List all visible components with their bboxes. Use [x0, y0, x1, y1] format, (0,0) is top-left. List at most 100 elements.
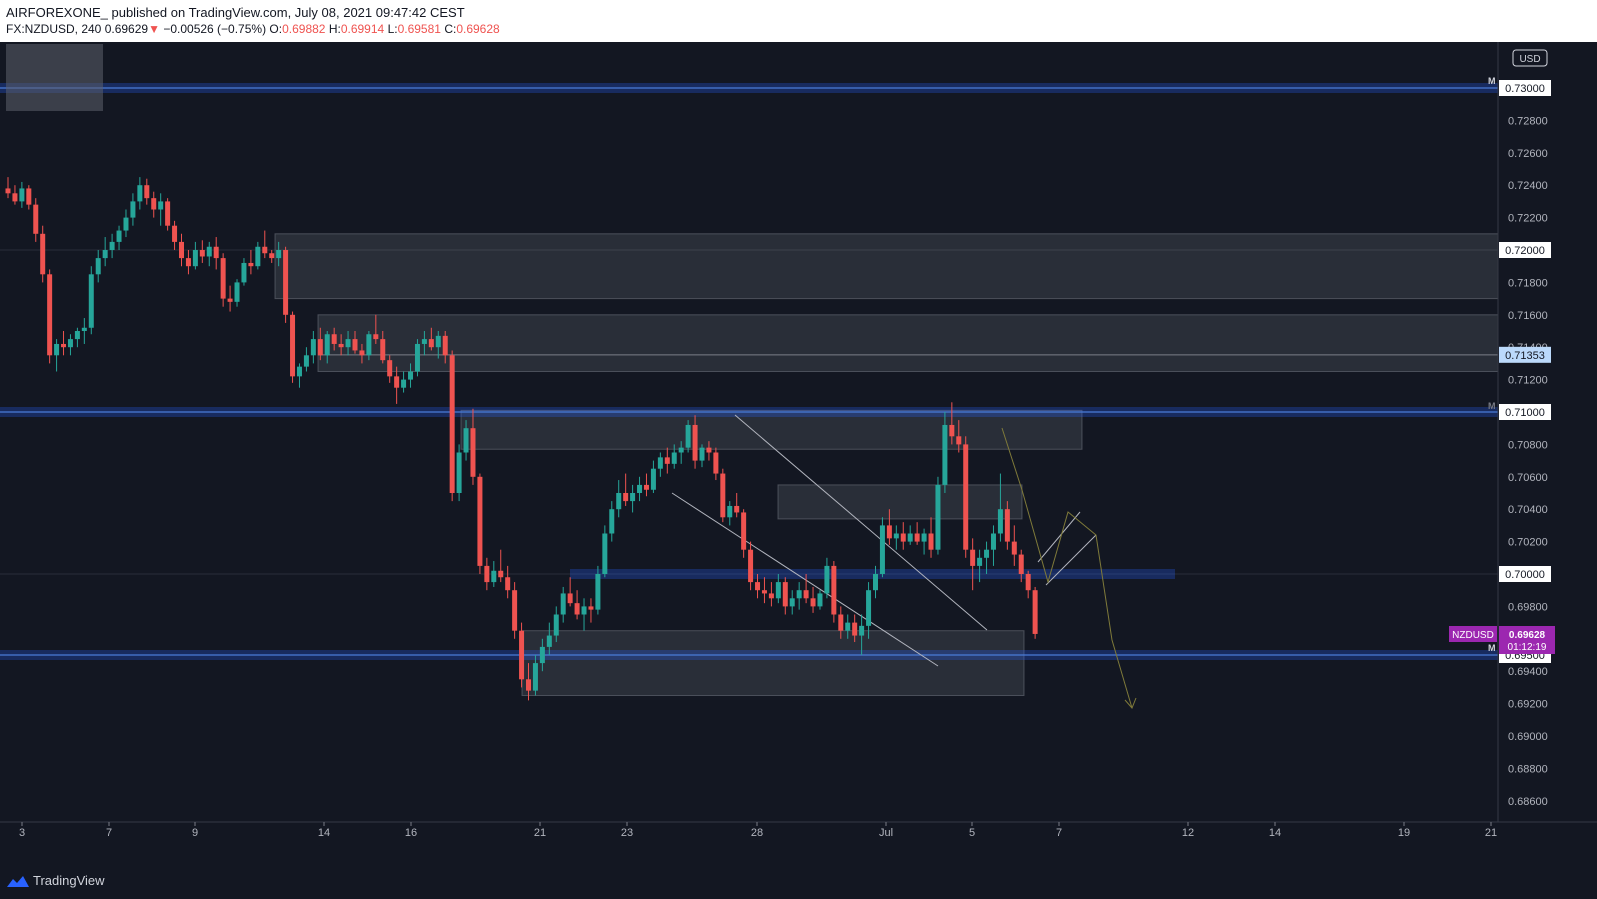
candle[interactable]	[588, 598, 594, 623]
candle[interactable]	[581, 598, 587, 631]
candle[interactable]	[956, 420, 962, 453]
candle[interactable]	[442, 331, 448, 364]
candle[interactable]	[158, 193, 164, 226]
candle[interactable]	[151, 191, 157, 218]
candle[interactable]	[768, 582, 774, 607]
price-label-box[interactable]	[1499, 566, 1551, 582]
candle[interactable]	[262, 230, 268, 259]
candle[interactable]	[977, 549, 983, 583]
zone-box[interactable]	[777, 484, 1023, 520]
candle[interactable]	[866, 582, 872, 639]
candle[interactable]	[47, 269, 53, 364]
candle[interactable]	[637, 476, 643, 502]
chart-area[interactable]: 0.73000 0.72800 0.72600 0.72400 0.72200 0.720…	[0, 42, 1597, 862]
candle[interactable]	[463, 420, 469, 461]
candle[interactable]	[616, 480, 622, 518]
candle[interactable]	[373, 314, 379, 344]
candle[interactable]	[900, 522, 906, 550]
candle[interactable]	[775, 574, 781, 604]
flag-line-lower[interactable]	[1045, 534, 1097, 586]
candle[interactable]	[116, 225, 122, 250]
candle[interactable]	[33, 198, 39, 242]
candle[interactable]	[609, 501, 615, 542]
candle[interactable]	[532, 655, 538, 696]
candle[interactable]	[796, 582, 802, 610]
candle[interactable]	[220, 253, 226, 307]
candle[interactable]	[498, 549, 504, 583]
candle[interactable]	[199, 240, 205, 263]
candle[interactable]	[949, 402, 955, 445]
candle[interactable]	[61, 331, 67, 356]
candle[interactable]	[477, 473, 483, 574]
candle[interactable]	[914, 522, 920, 545]
candle[interactable]	[574, 590, 580, 620]
candle[interactable]	[678, 441, 684, 464]
candle[interactable]	[435, 331, 441, 359]
symbol-interval[interactable]: FX:NZDUSD, 240	[6, 22, 102, 36]
candle[interactable]	[963, 436, 969, 558]
candle[interactable]	[526, 663, 531, 701]
candle[interactable]	[553, 606, 559, 643]
author-name[interactable]: AIRFOREXONE_	[6, 5, 108, 20]
candle[interactable]	[484, 557, 490, 591]
candle[interactable]	[290, 311, 296, 383]
candle[interactable]	[512, 582, 518, 639]
candle[interactable]	[276, 241, 282, 267]
candle[interactable]	[408, 363, 414, 388]
candle[interactable]	[380, 331, 386, 364]
candle[interactable]	[845, 614, 851, 639]
candle[interactable]	[650, 460, 656, 493]
candle[interactable]	[1025, 570, 1031, 599]
candle[interactable]	[623, 473, 629, 506]
candle[interactable]	[227, 285, 233, 312]
candle[interactable]	[859, 614, 865, 656]
candle[interactable]	[748, 541, 754, 591]
zone-box[interactable]	[521, 630, 1025, 697]
candle[interactable]	[303, 347, 309, 372]
candle[interactable]	[997, 473, 1003, 542]
candle[interactable]	[123, 209, 129, 238]
candle[interactable]	[352, 331, 358, 354]
currency-badge[interactable]	[1512, 49, 1548, 67]
candle[interactable]	[26, 185, 32, 210]
candle[interactable]	[539, 638, 545, 672]
candle[interactable]	[595, 565, 601, 615]
brand-name[interactable]: TradingView	[33, 873, 105, 888]
candle[interactable]	[345, 331, 351, 356]
sr-band[interactable]	[570, 569, 1175, 579]
candle[interactable]	[109, 233, 115, 259]
candle[interactable]	[185, 250, 191, 275]
candle[interactable]	[255, 241, 261, 270]
candle[interactable]	[213, 237, 219, 270]
price-chart[interactable]: 0.73000 0.72800 0.72600 0.72400 0.72200 0.720…	[0, 42, 1597, 862]
candle[interactable]	[886, 509, 892, 545]
candle[interactable]	[81, 318, 87, 344]
candle[interactable]	[720, 468, 726, 523]
candle[interactable]	[54, 339, 60, 372]
candle[interactable]	[456, 444, 462, 502]
tradingview-logo-icon[interactable]	[6, 873, 30, 889]
candle[interactable]	[179, 233, 184, 267]
price-axis[interactable]: 0.73000 0.72800 0.72600 0.72400 0.72200 0.720…	[1508, 83, 1548, 808]
candle[interactable]	[5, 177, 11, 199]
candle[interactable]	[817, 590, 823, 610]
candle[interactable]	[699, 444, 705, 468]
candle[interactable]	[296, 363, 302, 388]
flag-line-upper[interactable]	[1037, 511, 1081, 563]
time-axis[interactable]: 3 7 9 14 16 21 23 28 Jul 5 7 12 14 19 21	[19, 822, 1497, 839]
candle[interactable]	[359, 343, 365, 364]
candle[interactable]	[782, 577, 788, 615]
candle[interactable]	[338, 334, 344, 356]
candle[interactable]	[19, 181, 25, 208]
candle[interactable]	[1004, 501, 1010, 550]
candle[interactable]	[74, 327, 80, 348]
zone-box[interactable]	[274, 233, 1499, 300]
candle[interactable]	[928, 517, 934, 558]
candle[interactable]	[449, 350, 455, 502]
candle[interactable]	[546, 622, 552, 655]
candle[interactable]	[283, 246, 289, 323]
candle[interactable]	[130, 193, 136, 226]
price-label-box[interactable]	[1499, 242, 1551, 258]
candle[interactable]	[269, 250, 275, 263]
candle[interactable]	[394, 366, 400, 404]
